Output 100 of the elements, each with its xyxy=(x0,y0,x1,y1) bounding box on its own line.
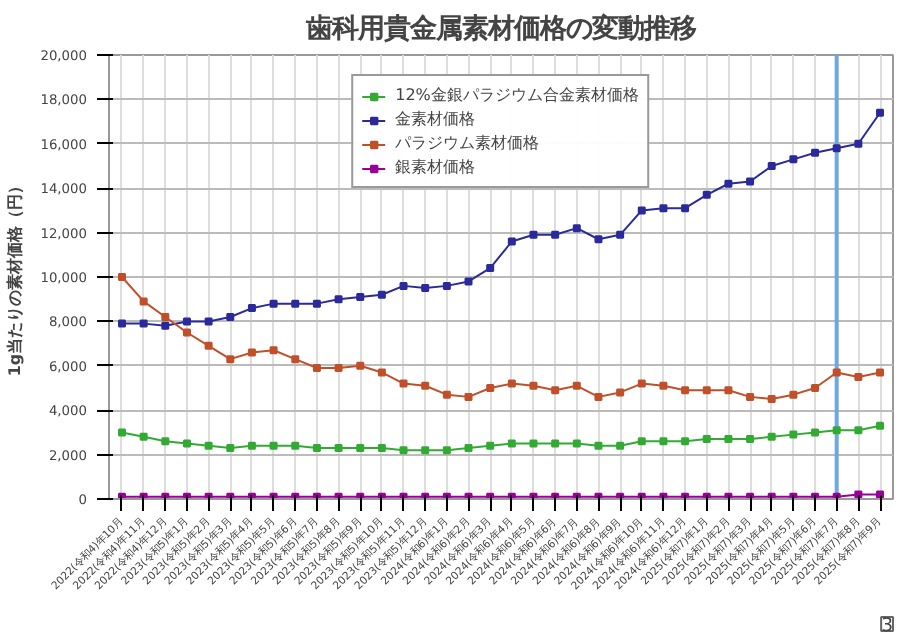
point xyxy=(811,384,820,392)
point xyxy=(312,364,321,373)
point xyxy=(702,190,711,199)
point xyxy=(767,162,776,170)
point xyxy=(442,446,451,455)
point xyxy=(507,439,516,448)
point xyxy=(854,372,863,381)
point xyxy=(724,386,733,395)
point xyxy=(139,432,148,441)
point xyxy=(746,177,755,186)
point xyxy=(117,273,126,281)
point xyxy=(486,264,495,273)
point xyxy=(291,355,300,364)
point xyxy=(291,441,300,450)
point xyxy=(356,361,365,370)
point xyxy=(572,439,581,448)
point xyxy=(139,297,148,306)
point xyxy=(551,230,560,239)
point xyxy=(507,237,516,246)
point xyxy=(312,299,321,308)
point xyxy=(551,386,560,395)
point xyxy=(161,312,170,321)
point xyxy=(637,379,646,388)
point xyxy=(616,230,625,239)
point xyxy=(529,439,538,448)
point xyxy=(507,379,516,388)
point xyxy=(767,395,776,404)
point xyxy=(529,230,538,239)
point xyxy=(291,299,300,308)
point xyxy=(421,284,430,293)
point xyxy=(746,435,755,444)
point xyxy=(832,144,841,153)
point xyxy=(702,386,711,395)
point xyxy=(486,441,495,450)
point xyxy=(269,441,278,450)
chart-title: 歯科用貴金属素材価格の変動推移 xyxy=(304,13,696,45)
point xyxy=(594,441,603,450)
point xyxy=(876,368,885,377)
point xyxy=(399,379,408,388)
point xyxy=(442,281,451,290)
point xyxy=(442,390,451,399)
point xyxy=(421,446,430,455)
point xyxy=(247,304,256,313)
point xyxy=(659,437,668,446)
point xyxy=(637,206,646,215)
point xyxy=(464,392,473,401)
point xyxy=(811,148,820,157)
point xyxy=(854,426,863,435)
point xyxy=(616,441,625,450)
point xyxy=(161,437,170,446)
point xyxy=(182,317,191,326)
point xyxy=(226,312,235,321)
point xyxy=(117,319,126,328)
point xyxy=(139,319,148,328)
point xyxy=(529,381,538,390)
point xyxy=(464,443,473,452)
point xyxy=(594,235,603,244)
point xyxy=(767,432,776,441)
point xyxy=(594,392,603,401)
point xyxy=(789,430,798,439)
point xyxy=(854,139,863,148)
point xyxy=(399,446,408,455)
point xyxy=(724,179,733,188)
point xyxy=(204,317,213,326)
point xyxy=(182,328,191,337)
point xyxy=(226,355,235,364)
y-axis-title: 1g当たりの素材価格（円） xyxy=(6,177,25,377)
point xyxy=(161,321,170,330)
legend-label: パラジウム素材価格 xyxy=(395,132,540,154)
point xyxy=(204,441,213,450)
point xyxy=(334,443,343,452)
point xyxy=(269,346,278,355)
point xyxy=(334,364,343,373)
point xyxy=(681,437,690,446)
legend-label: 銀素材価格 xyxy=(395,156,476,178)
point xyxy=(832,426,841,435)
point xyxy=(247,441,256,450)
point xyxy=(572,381,581,390)
point xyxy=(876,108,885,117)
point xyxy=(659,381,668,390)
point xyxy=(117,428,126,437)
point xyxy=(247,348,256,357)
point xyxy=(269,299,278,308)
point xyxy=(724,435,733,444)
point xyxy=(464,277,473,286)
point xyxy=(702,435,711,444)
point xyxy=(659,204,668,213)
point xyxy=(789,390,798,399)
point xyxy=(572,224,581,233)
point xyxy=(551,439,560,448)
point xyxy=(421,381,430,390)
point xyxy=(356,443,365,452)
point xyxy=(832,368,841,377)
point xyxy=(876,421,885,430)
point xyxy=(356,292,365,301)
legend-label: 金素材価格 xyxy=(395,108,476,130)
point xyxy=(182,439,191,448)
point xyxy=(746,392,755,401)
point xyxy=(334,295,343,304)
point xyxy=(377,443,386,452)
